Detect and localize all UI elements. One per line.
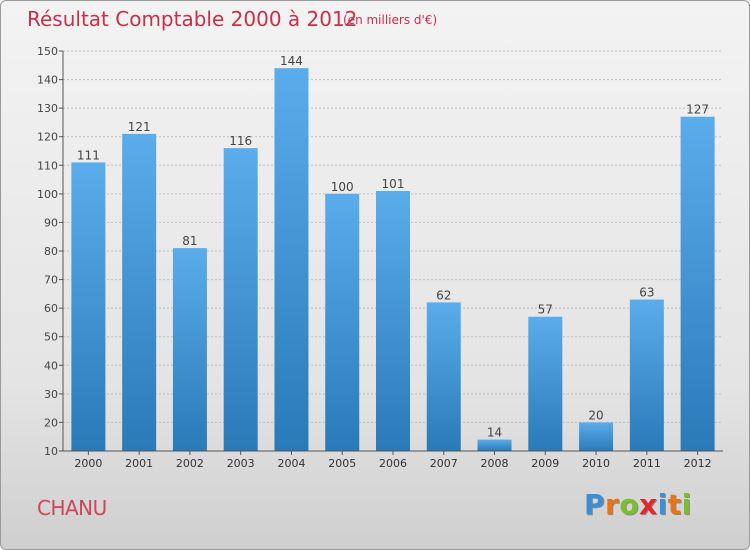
bar bbox=[579, 422, 614, 451]
data-label: 111 bbox=[77, 148, 100, 162]
logo-letter: i bbox=[681, 488, 692, 521]
x-tick-label: 2011 bbox=[633, 457, 661, 470]
x-tick-label: 2005 bbox=[328, 457, 356, 470]
x-tick-label: 2007 bbox=[430, 457, 458, 470]
y-tick-label: 150 bbox=[37, 45, 58, 58]
y-tick-label: 70 bbox=[44, 274, 58, 287]
data-label: 20 bbox=[588, 408, 603, 422]
proxiti-logo: Proxiti bbox=[584, 488, 692, 521]
y-tick-label: 60 bbox=[44, 302, 58, 315]
y-tick-label: 40 bbox=[44, 359, 58, 372]
data-label: 14 bbox=[487, 426, 502, 440]
x-tick-label: 2010 bbox=[582, 457, 610, 470]
y-tick-label: 140 bbox=[37, 74, 58, 87]
bar bbox=[528, 316, 563, 451]
logo-letter: P bbox=[584, 488, 606, 521]
bar bbox=[426, 302, 461, 451]
data-label: 101 bbox=[382, 177, 405, 191]
y-tick-label: 50 bbox=[44, 331, 58, 344]
x-tick-label: 2012 bbox=[684, 457, 712, 470]
chart-subtitle: (en milliers d'€) bbox=[343, 13, 438, 27]
bar bbox=[376, 191, 410, 451]
logo-letter: r bbox=[605, 488, 620, 521]
x-tick-label: 2008 bbox=[481, 457, 509, 470]
data-label: 144 bbox=[280, 54, 303, 68]
x-tick-label: 2000 bbox=[74, 457, 102, 470]
data-label: 57 bbox=[538, 303, 553, 317]
data-label: 100 bbox=[331, 180, 354, 194]
y-tick-label: 120 bbox=[37, 131, 58, 144]
bar bbox=[71, 162, 106, 451]
y-tick-label: 130 bbox=[37, 102, 58, 115]
x-tick-label: 2004 bbox=[277, 457, 305, 470]
y-tick-label: 90 bbox=[44, 216, 58, 229]
place-name: CHANU bbox=[37, 496, 107, 520]
x-tick-label: 2006 bbox=[379, 457, 407, 470]
x-tick-label: 2002 bbox=[176, 457, 204, 470]
bar bbox=[223, 148, 258, 451]
logo-letter: o bbox=[619, 488, 640, 521]
y-tick-label: 100 bbox=[37, 188, 58, 201]
y-tick-label: 110 bbox=[37, 159, 58, 172]
y-tick-label: 10 bbox=[44, 445, 58, 458]
bar bbox=[122, 133, 157, 451]
logo-letter: t bbox=[667, 488, 682, 521]
data-label: 116 bbox=[229, 134, 252, 148]
bar bbox=[325, 193, 360, 451]
bar bbox=[680, 116, 715, 451]
data-label: 63 bbox=[639, 286, 654, 300]
bars: 111 121 81 116 144 100 101 62 14 57 20 63 127 bbox=[71, 54, 715, 452]
y-tick-label: 20 bbox=[44, 416, 58, 429]
data-label: 81 bbox=[182, 234, 197, 248]
logo-letter: x bbox=[639, 488, 658, 521]
x-tick-label: 2001 bbox=[125, 457, 153, 470]
bar bbox=[274, 68, 309, 452]
bar bbox=[629, 299, 664, 451]
data-label: 121 bbox=[128, 120, 151, 134]
x-tick-label: 2009 bbox=[531, 457, 559, 470]
axes: 10 20 30 40 50 60 70 80 90 100 110 120 130 140 150 2000… bbox=[37, 45, 723, 470]
data-label: 62 bbox=[436, 288, 451, 302]
y-tick-label: 30 bbox=[44, 388, 58, 401]
chart-title: Résultat Comptable 2000 à 2012 bbox=[27, 7, 358, 31]
bar bbox=[477, 439, 512, 451]
logo-letter: i bbox=[657, 488, 668, 521]
bar bbox=[172, 248, 207, 451]
x-tick-label: 2003 bbox=[227, 457, 255, 470]
data-label: 127 bbox=[686, 103, 709, 117]
y-tick-label: 80 bbox=[44, 245, 58, 258]
